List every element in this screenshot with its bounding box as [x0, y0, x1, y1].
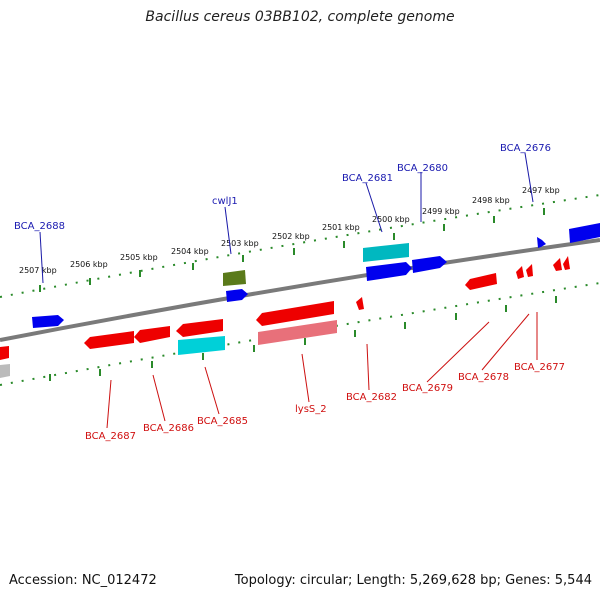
- gene-cwlj1-rna[interactable]: [223, 270, 246, 286]
- kbp-label: 2500 kbp: [372, 215, 410, 224]
- gene-bca2686[interactable]: [134, 326, 170, 343]
- kbp-label: 2504 kbp: [171, 247, 209, 256]
- kbp-label: 2506 kbp: [70, 260, 108, 269]
- gene-bca2687[interactable]: [84, 331, 134, 349]
- gene-label[interactable]: lysS_2: [295, 404, 327, 415]
- forward-leaders: [39, 152, 534, 284]
- forward-genes: [32, 223, 600, 328]
- gene-label[interactable]: BCA_2679: [402, 383, 453, 394]
- gene-bca2676[interactable]: [537, 237, 546, 248]
- kbp-label: 2507 kbp: [19, 266, 57, 275]
- gene-label[interactable]: BCA_2685: [197, 416, 248, 427]
- gene-bca2677-a[interactable]: [553, 258, 562, 271]
- kbp-label: 2499 kbp: [422, 207, 460, 216]
- gene-lyss2[interactable]: [256, 301, 334, 326]
- kbp-label: 2503 kbp: [221, 239, 259, 248]
- kbp-labels: 2507 kbp 2506 kbp 2505 kbp 2504 kbp 2503…: [19, 186, 560, 275]
- gene-label[interactable]: BCA_2687: [85, 431, 136, 442]
- gene-label[interactable]: BCA_2686: [143, 423, 194, 434]
- gene-left-edge-pseudo[interactable]: [0, 364, 10, 378]
- gene-label[interactable]: BCA_2688: [14, 221, 65, 232]
- gene-bca2680[interactable]: [412, 256, 447, 273]
- forward-gene-labels: BCA_2688 cwlJ1 BCA_2681 BCA_2680 BCA_267…: [14, 143, 551, 232]
- genome-backbone: [0, 238, 600, 342]
- gene-bca2682[interactable]: [356, 297, 364, 310]
- gene-label[interactable]: BCA_2680: [397, 163, 448, 174]
- gene-bca2681-rna[interactable]: [363, 243, 409, 262]
- reverse-leaders: [106, 312, 538, 429]
- inner-ruler: [0, 282, 600, 386]
- gene-label[interactable]: BCA_2682: [346, 392, 397, 403]
- accession-text: Accession: NC_012472: [9, 573, 157, 588]
- reverse-gene-labels: BCA_2687 BCA_2686 BCA_2685 lysS_2 BCA_26…: [85, 362, 565, 442]
- gene-label[interactable]: cwlJ1: [212, 196, 238, 207]
- gene-bca2677-b[interactable]: [563, 256, 570, 270]
- genome-summary: Topology: circular; Length: 5,269,628 bp…: [234, 573, 592, 588]
- gene-label[interactable]: BCA_2677: [514, 362, 565, 373]
- kbp-label: 2497 kbp: [522, 186, 560, 195]
- gene-bca2681[interactable]: [366, 262, 412, 281]
- gene-blue-small[interactable]: [226, 289, 248, 302]
- gene-label[interactable]: BCA_2678: [458, 372, 509, 383]
- kbp-label: 2505 kbp: [120, 253, 158, 262]
- genome-title: Bacillus cereus 03BB102, complete genome: [145, 9, 455, 25]
- gene-bca2685-rna[interactable]: [178, 336, 225, 355]
- gene-bca2685-a[interactable]: [176, 319, 223, 337]
- gene-bca2688[interactable]: [32, 315, 64, 328]
- gene-bca2678-b[interactable]: [526, 264, 533, 277]
- gene-left-edge[interactable]: [0, 346, 9, 360]
- reverse-genes: [0, 256, 570, 378]
- gene-blue-edge[interactable]: [569, 223, 600, 243]
- gene-label[interactable]: BCA_2676: [500, 143, 551, 154]
- outer-ruler: [0, 194, 600, 298]
- gene-bca2678-a[interactable]: [516, 266, 524, 279]
- kbp-label: 2502 kbp: [272, 232, 310, 241]
- kbp-label: 2501 kbp: [322, 223, 360, 232]
- gene-bca2679[interactable]: [465, 273, 497, 290]
- gene-lyss2-pseudo[interactable]: [258, 320, 337, 345]
- kbp-label: 2498 kbp: [472, 196, 510, 205]
- gene-label[interactable]: BCA_2681: [342, 173, 393, 184]
